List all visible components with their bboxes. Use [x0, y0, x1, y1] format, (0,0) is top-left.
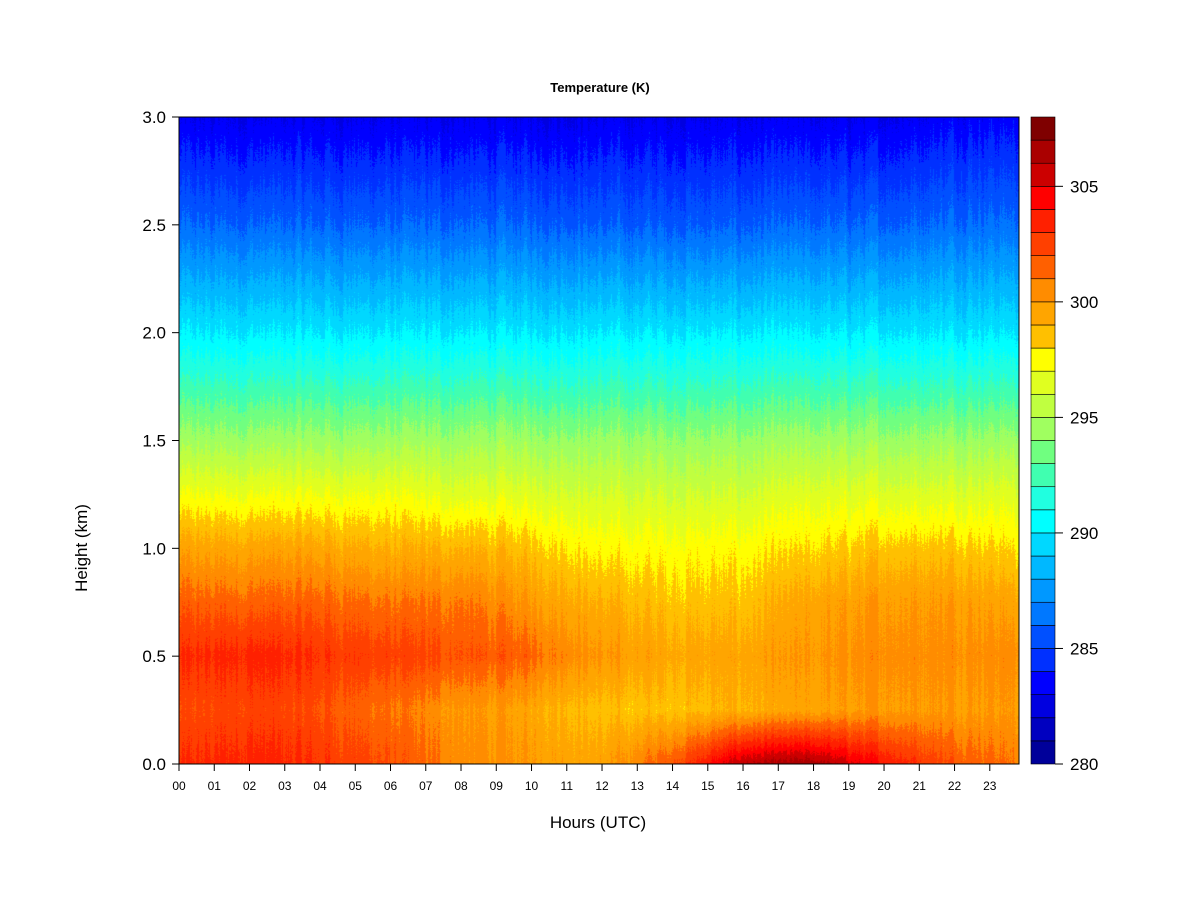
chart-title: Temperature (K) [550, 80, 650, 95]
colorbar-band [1030, 578, 1056, 603]
x-tick-label: 13 [631, 779, 645, 793]
x-tick-label: 17 [772, 779, 786, 793]
x-tick-label: 12 [595, 779, 609, 793]
x-tick-label: 16 [736, 779, 750, 793]
colorbar-tick-label: 280 [1070, 755, 1098, 774]
colorbar-band [1030, 555, 1056, 580]
y-tick-label: 0.5 [142, 647, 166, 666]
x-tick-label: 03 [278, 779, 292, 793]
colorbar-band [1030, 486, 1056, 511]
x-tick-label: 23 [983, 779, 997, 793]
x-tick-label: 20 [877, 779, 891, 793]
colorbar-band [1030, 347, 1056, 372]
colorbar-band [1030, 740, 1056, 765]
x-tick-label: 04 [313, 779, 327, 793]
colorbar-band [1030, 116, 1056, 141]
colorbar-band [1030, 139, 1056, 164]
x-tick-label: 07 [419, 779, 433, 793]
x-tick-label: 18 [807, 779, 821, 793]
x-tick-label: 21 [913, 779, 927, 793]
colorbar-band [1030, 625, 1056, 649]
y-tick-label: 2.0 [142, 324, 166, 343]
colorbar-band [1030, 186, 1056, 210]
temperature-heatmap [179, 117, 1019, 764]
colorbar-band [1030, 393, 1056, 418]
x-tick-label: 10 [525, 779, 539, 793]
colorbar-band [1030, 301, 1056, 326]
x-axis-label: Hours (UTC) [549, 813, 647, 832]
colorbar-band [1030, 509, 1056, 534]
colorbar-tick-label: 305 [1070, 177, 1098, 196]
x-tick-label: 14 [666, 779, 680, 793]
colorbar-band [1030, 370, 1056, 395]
x-tick-label: 05 [349, 779, 363, 793]
x-tick-label: 02 [243, 779, 257, 793]
x-tick-label: 06 [384, 779, 398, 793]
colorbar-band [1030, 694, 1056, 719]
y-tick-label: 0.0 [142, 755, 166, 774]
colorbar-band [1030, 255, 1056, 280]
x-tick-label: 01 [208, 779, 222, 793]
x-tick-label: 19 [842, 779, 856, 793]
colorbar-band [1030, 324, 1056, 349]
colorbar-band [1030, 463, 1056, 488]
plot-frame [178, 116, 1020, 765]
colorbar-band [1030, 440, 1056, 464]
x-tick-label: 08 [454, 779, 468, 793]
colorbar-band [1030, 671, 1056, 695]
colorbar-band [1030, 417, 1056, 441]
colorbar-tick-label: 285 [1070, 639, 1098, 658]
y-tick-label: 2.5 [142, 216, 166, 235]
y-tick-label: 3.0 [142, 108, 166, 127]
colorbar-band [1030, 532, 1056, 557]
x-tick-label: 15 [701, 779, 715, 793]
colorbar-band [1030, 232, 1056, 256]
y-tick-label: 1.5 [142, 432, 166, 451]
colorbar-tick-label: 290 [1070, 524, 1098, 543]
x-tick-label: 09 [490, 779, 504, 793]
x-tick-label: 11 [561, 779, 574, 793]
colorbar-band [1030, 717, 1056, 742]
colorbar-band [1030, 648, 1056, 672]
colorbar-tick-label: 300 [1070, 293, 1098, 312]
colorbar-band [1030, 601, 1056, 626]
colorbar-tick-label: 295 [1070, 408, 1098, 427]
colorbar-band [1030, 209, 1056, 233]
x-tick-label: 00 [172, 779, 186, 793]
colorbar-band [1030, 162, 1056, 187]
colorbar-band [1030, 278, 1056, 303]
x-tick-label: 22 [948, 779, 962, 793]
y-tick-label: 1.0 [142, 539, 166, 558]
